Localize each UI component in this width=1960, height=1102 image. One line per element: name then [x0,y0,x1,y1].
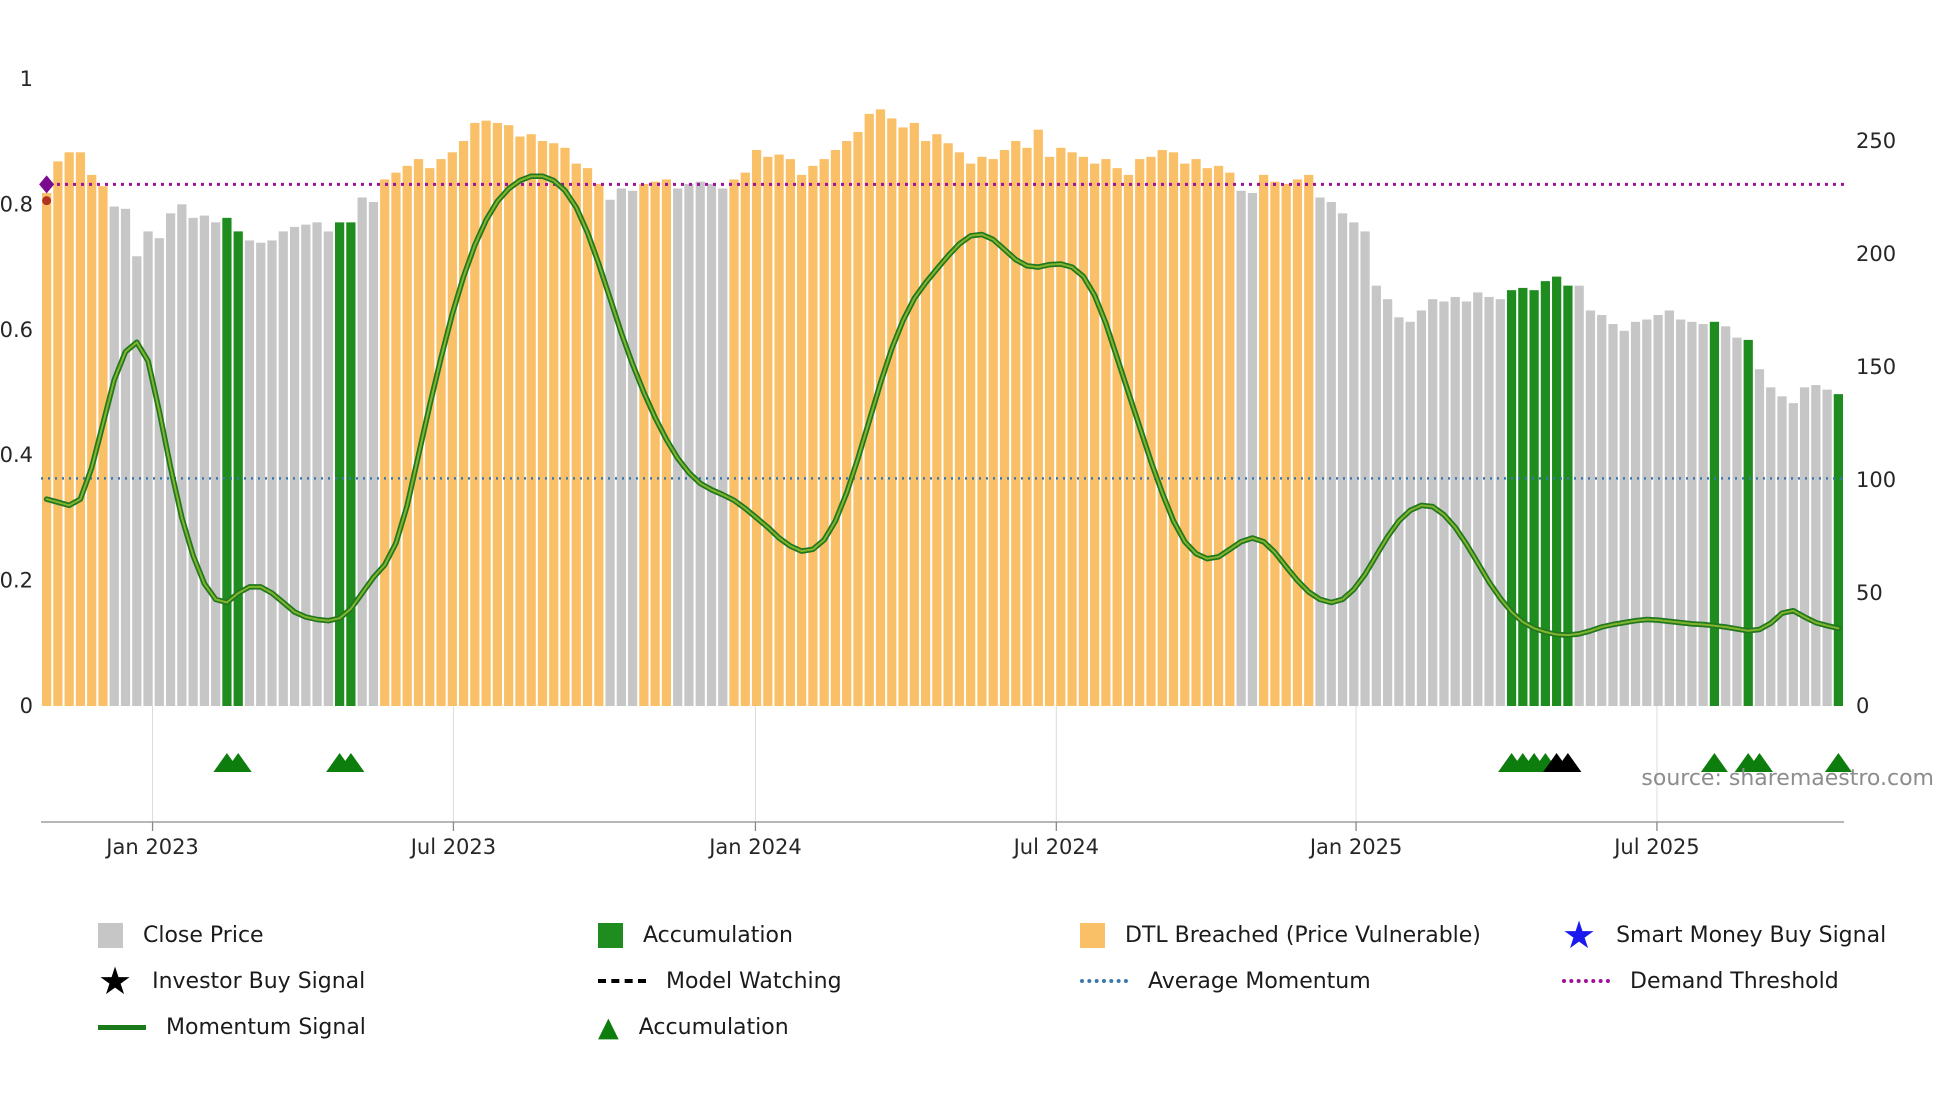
legend-label: Close Price [143,922,264,948]
legend-item-close-price: Close Price [98,916,598,954]
investor-buy-triangle-icon [1554,753,1582,772]
svg-text:100: 100 [1856,468,1896,492]
start-diamond-icon [39,175,55,194]
accumulation-triangle-icon [1824,753,1852,772]
accumulation-marker-icon: ▲ [598,1011,619,1043]
svg-text:Jul 2024: Jul 2024 [1012,835,1099,859]
legend-item-smart-money-buy-signal: ★ Smart Money Buy Signal [1562,916,1898,954]
legend-label: Investor Buy Signal [152,968,366,994]
legend: Close Price Accumulation DTL Breached (Pri… [98,916,1898,1046]
start-dot-icon [42,196,52,206]
legend-item-accumulation-marker: ▲ Accumulation [598,1008,1080,1046]
legend-item-demand-threshold: Demand Threshold [1562,962,1898,1000]
accumulation-triangle-icon [1746,753,1773,772]
legend-label: Demand Threshold [1630,968,1839,994]
legend-label: Accumulation [643,922,793,948]
svg-text:200: 200 [1856,242,1896,266]
legend-label: Average Momentum [1148,968,1371,994]
legend-label: Model Watching [666,968,842,994]
svg-text:0.4: 0.4 [0,443,33,467]
svg-text:50: 50 [1856,581,1883,605]
demand-threshold-icon [1562,979,1610,983]
svg-text:Jan 2023: Jan 2023 [104,835,199,859]
svg-text:Jan 2025: Jan 2025 [1308,835,1403,859]
price-momentum-chart: Jan 2023 Jul 2023 Jan 2024 Jul 2024 Jan 2025… [0,67,1896,859]
average-momentum-icon [1080,979,1128,983]
accumulation-triangle-icon [1700,753,1728,772]
legend-item-momentum-signal: Momentum Signal [98,1008,598,1046]
model-watching-icon [598,979,646,983]
svg-text:0: 0 [1856,694,1869,718]
legend-item-average-momentum: Average Momentum [1080,962,1562,1000]
accumulation-triangle-icon [224,753,252,772]
svg-text:0: 0 [20,694,33,718]
legend-label: Smart Money Buy Signal [1616,922,1887,948]
source-credit: source: sharemaestro.com [1641,766,1934,791]
smart-money-buy-signal-icon: ★ [1562,913,1597,957]
close-price-icon [98,922,123,948]
legend-label: Accumulation [638,1014,789,1040]
accumulation-bar-icon [598,922,623,948]
svg-text:150: 150 [1856,355,1896,379]
legend-item-model-watching: Model Watching [598,962,1080,1000]
legend-item-investor-buy-signal: ★ Investor Buy Signal [98,962,598,1000]
legend-label: DTL Breached (Price Vulnerable) [1125,922,1481,948]
svg-text:Jul 2025: Jul 2025 [1612,835,1699,859]
momentum-signal-icon [98,1024,146,1030]
legend-item-dtl-breached: DTL Breached (Price Vulnerable) [1080,916,1562,954]
svg-text:0.8: 0.8 [0,192,33,216]
dtl-breached-icon [1080,922,1105,948]
svg-text:1: 1 [20,67,33,91]
investor-buy-signal-icon: ★ [98,959,133,1003]
legend-item-accumulation-bar: Accumulation [598,916,1080,954]
accumulation-triangle-icon [337,753,365,772]
svg-text:Jan 2024: Jan 2024 [707,835,802,859]
svg-text:250: 250 [1856,129,1896,153]
svg-text:Jul 2023: Jul 2023 [409,835,496,859]
svg-text:0.6: 0.6 [0,318,33,342]
legend-label: Momentum Signal [166,1014,366,1040]
svg-text:0.2: 0.2 [0,569,33,593]
